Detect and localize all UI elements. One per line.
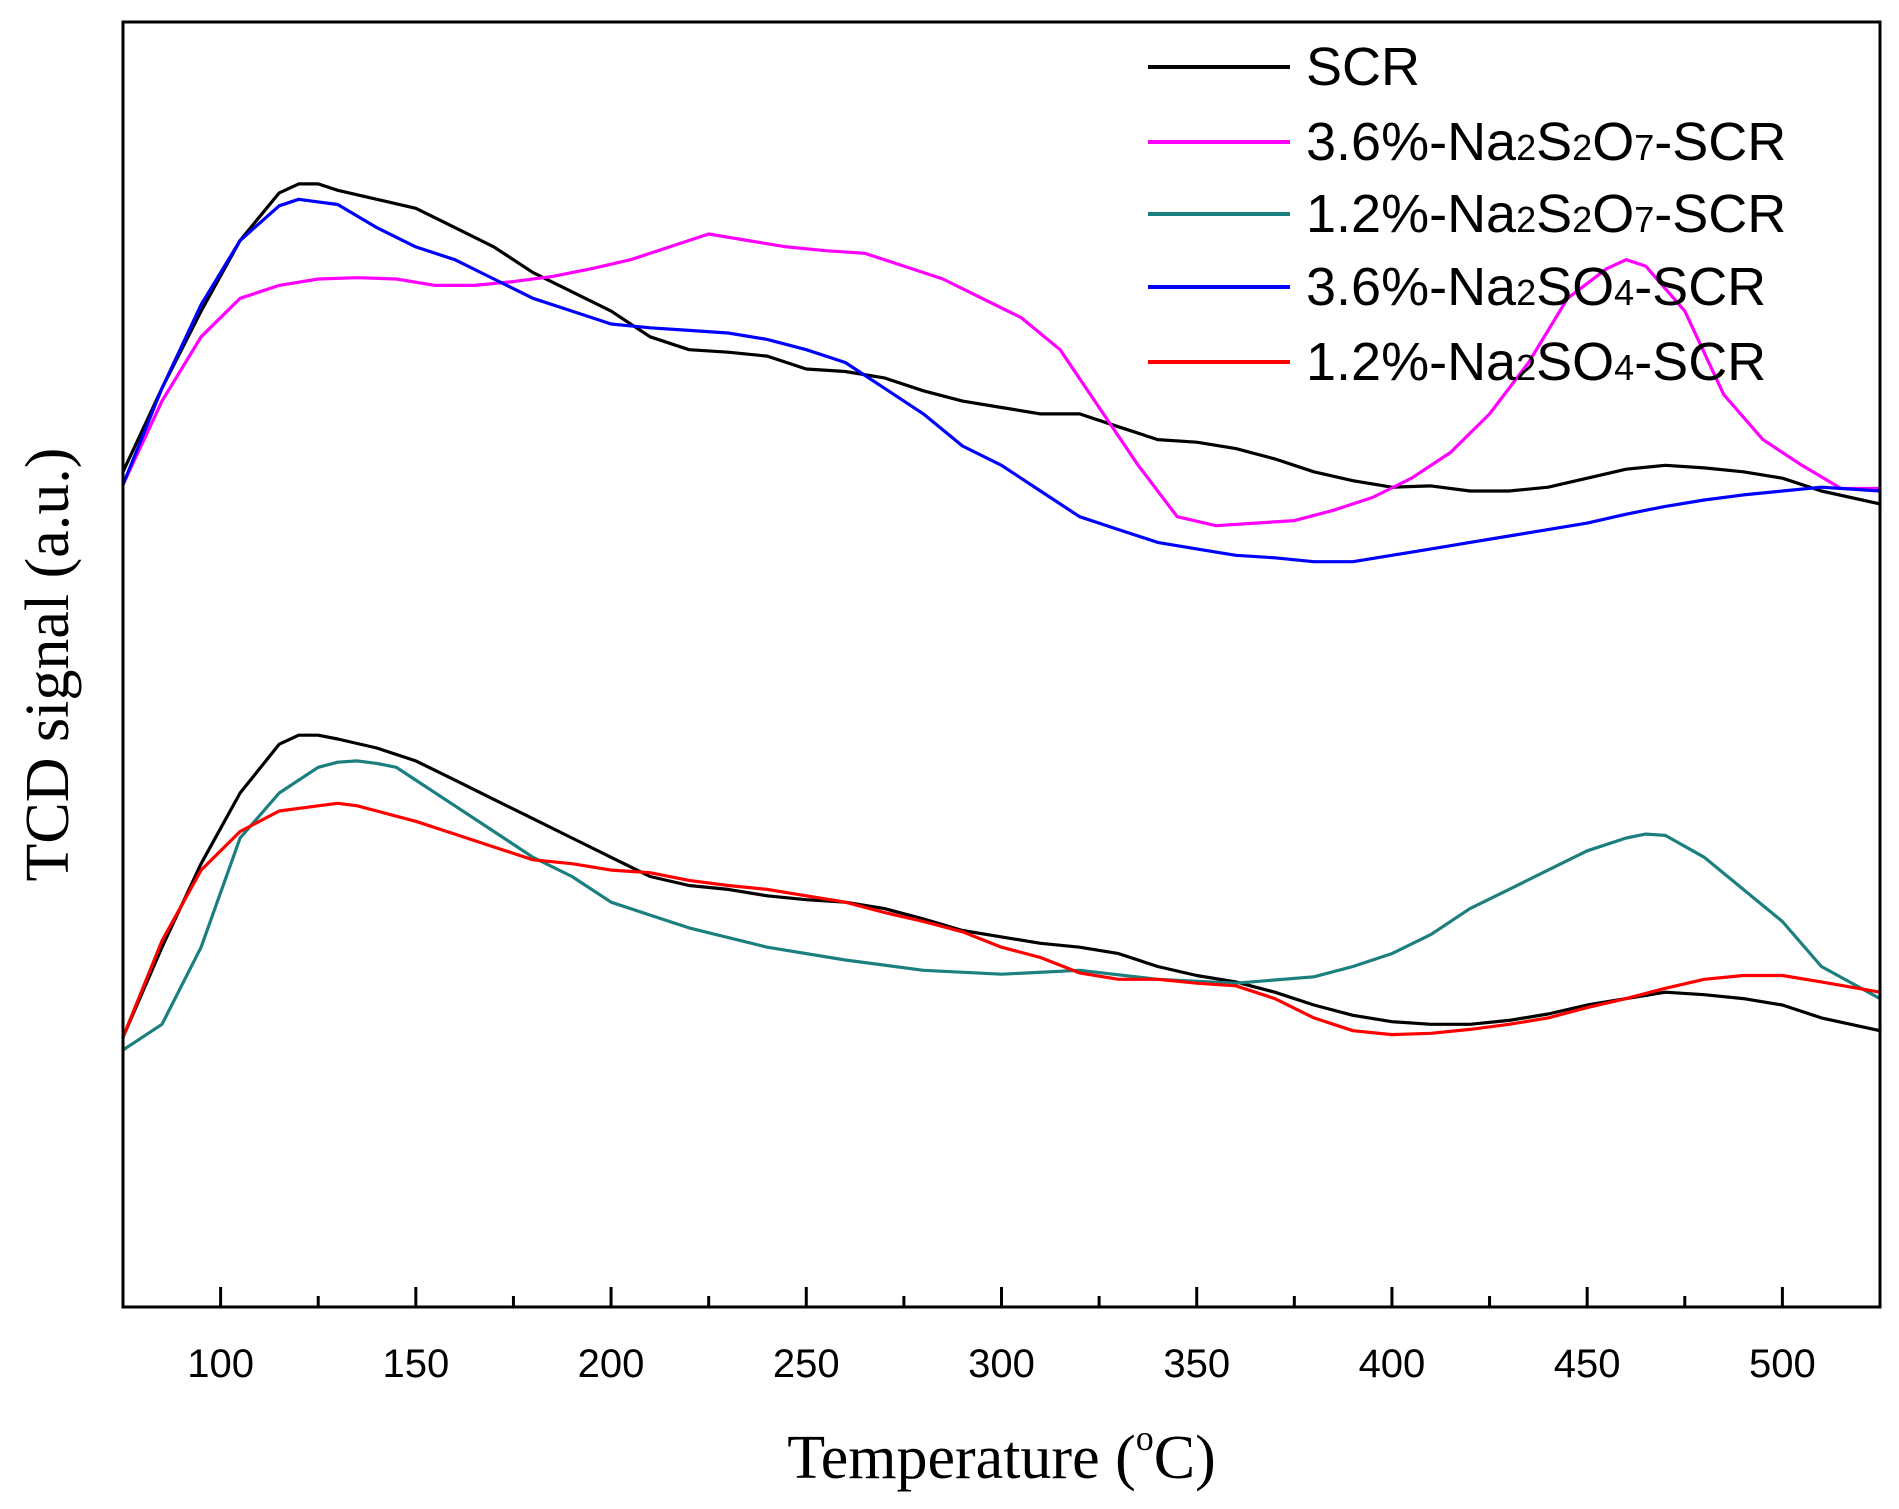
series-line-1 bbox=[121, 232, 1882, 528]
legend-label-part: 2 bbox=[1572, 199, 1592, 240]
legend-label-part: -SCR bbox=[1634, 257, 1766, 317]
legend-label-part: 7 bbox=[1634, 127, 1654, 168]
legend-label-part: SO bbox=[1536, 257, 1614, 317]
legend-label-part: 2 bbox=[1572, 127, 1592, 168]
legend-label-part: 4 bbox=[1614, 272, 1634, 313]
x-tick-label-250: 250 bbox=[773, 1342, 840, 1386]
x-axis-title: Temperature (oC) bbox=[787, 1418, 1216, 1492]
series-line-0 bbox=[121, 182, 1882, 506]
legend-label-3: 3.6%-Na2SO4-SCR bbox=[1306, 257, 1766, 317]
x-tick-label-200: 200 bbox=[578, 1342, 645, 1386]
legend-label-part: S bbox=[1536, 184, 1572, 244]
x-tick-label-150: 150 bbox=[382, 1342, 449, 1386]
legend-label-part: 2 bbox=[1516, 347, 1536, 388]
x-axis-title-suffix: C) bbox=[1154, 1424, 1216, 1492]
legend-label-part: O bbox=[1592, 112, 1634, 172]
legend-label-part: SO bbox=[1536, 332, 1614, 392]
legend-label-part: 1.2%-Na bbox=[1306, 184, 1517, 244]
series-line-5 bbox=[121, 801, 1882, 1039]
legend-label-0: SCR bbox=[1306, 37, 1420, 97]
legend-label-part: -SCR bbox=[1654, 184, 1786, 244]
x-tick-label-300: 300 bbox=[968, 1342, 1035, 1386]
legend-label-part: 1.2%-Na bbox=[1306, 332, 1517, 392]
x-axis-title-prefix: Temperature ( bbox=[787, 1424, 1136, 1492]
series-line-4 bbox=[121, 759, 1882, 1052]
x-tick-label-450: 450 bbox=[1554, 1342, 1621, 1386]
x-tick-label-350: 350 bbox=[1163, 1342, 1230, 1386]
series-layer bbox=[121, 182, 1882, 1052]
x-tick-label-100: 100 bbox=[187, 1342, 254, 1386]
legend-label-part: 3.6%-Na bbox=[1306, 112, 1517, 172]
legend-label-part: 2 bbox=[1516, 272, 1536, 313]
x-tick-label-500: 500 bbox=[1749, 1342, 1816, 1386]
legend-label-part: -SCR bbox=[1654, 112, 1786, 172]
x-tick-label-400: 400 bbox=[1359, 1342, 1426, 1386]
legend-label-part: SCR bbox=[1306, 37, 1420, 97]
legend-label-1: 3.6%-Na2S2O7-SCR bbox=[1306, 112, 1786, 172]
legend-label-part: O bbox=[1592, 184, 1634, 244]
legend-label-part: S bbox=[1536, 112, 1572, 172]
x-axis-title-sup: o bbox=[1136, 1418, 1154, 1458]
x-axis: 100 150 200 250 300 350 400 450 500 bbox=[187, 1287, 1816, 1386]
legend-label-part: 2 bbox=[1516, 127, 1536, 168]
series-line-2 bbox=[121, 197, 1882, 564]
legend-label-4: 1.2%-Na2SO4-SCR bbox=[1306, 332, 1766, 392]
legend-label-part: 7 bbox=[1634, 199, 1654, 240]
legend-label-part: 3.6%-Na bbox=[1306, 257, 1517, 317]
legend: SCR3.6%-Na2S2O7-SCR1.2%-Na2S2O7-SCR3.6%-… bbox=[1148, 37, 1786, 392]
legend-label-part: -SCR bbox=[1634, 332, 1766, 392]
legend-label-part: 2 bbox=[1516, 199, 1536, 240]
legend-label-2: 1.2%-Na2S2O7-SCR bbox=[1306, 184, 1786, 244]
legend-label-part: 4 bbox=[1614, 347, 1634, 388]
y-axis-title: TCD signal (a.u.) bbox=[14, 448, 82, 882]
